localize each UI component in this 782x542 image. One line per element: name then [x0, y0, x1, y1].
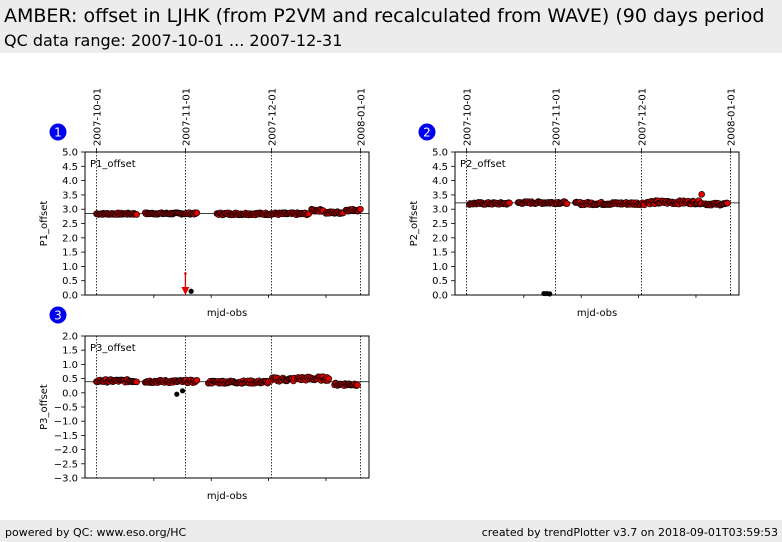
x-tick-label: 2007-10-01 [92, 88, 103, 146]
report-footer: powered by QC: www.eso.org/HC created by… [0, 520, 782, 542]
data-point [698, 191, 706, 198]
y-tick-label: 4.0 [62, 176, 78, 187]
data-point [354, 381, 361, 389]
report-subtitle: QC data range: 2007-10-01 ... 2007-12-31 [4, 31, 343, 50]
series-label: P3_offset [90, 343, 136, 354]
outlier-point [188, 288, 194, 294]
data-point [506, 199, 513, 207]
x-tick-label: 2007-12-01 [267, 88, 278, 146]
x-axis-label: mjd-obs [577, 308, 617, 319]
series-label: P1_offset [90, 159, 136, 170]
data-point [724, 199, 731, 207]
y-tick-label: 1.0 [62, 360, 78, 371]
y-tick-label: 2.0 [62, 332, 78, 343]
x-axis-label: mjd-obs [207, 491, 247, 502]
x-tick-label: 2007-11-01 [181, 88, 192, 146]
y-tick-label: 0.5 [432, 276, 448, 287]
x-tick-label: 2007-11-01 [551, 88, 562, 146]
x-tick-label: 2007-10-01 [462, 88, 473, 146]
y-tick-label: 1.0 [432, 262, 448, 273]
chart-panel-2: 2 2007-10-01 2007-11-01 2007-12-01 2008-01-0… [409, 88, 740, 319]
x-axis-label: mjd-obs [207, 308, 247, 319]
data-point [133, 211, 140, 218]
plot-frame [84, 151, 370, 296]
footer-created: created by trendPlotter v3.7 on 2018-09-… [481, 526, 778, 539]
chart-panel-1: 1 2007-10-01 2007-11-01 2007-12-01 2008-01-0… [39, 88, 370, 319]
y-tick-label: 0.5 [62, 276, 78, 287]
y-tick-label: 0.0 [62, 388, 78, 399]
y-tick-label: 2.0 [432, 233, 448, 244]
y-tick-label: −1.0 [54, 417, 78, 428]
chart-panel-3: 3 −3.0 −2.5 −2.0 −1.5 −1.0 −0.5 0.0 0.5 1.0 1.5 2.0… [39, 306, 370, 502]
y-tick-label: 2.5 [432, 219, 448, 230]
outlier-point [179, 388, 186, 394]
panel-badge [49, 306, 67, 324]
footer-credit: powered by QC: www.eso.org/HC [5, 526, 187, 539]
y-tick-label: 2.0 [62, 233, 78, 244]
y-tick-label: 0.0 [62, 291, 78, 302]
y-tick-label: −0.5 [54, 403, 78, 414]
report-title: AMBER: offset in LJHK (from P2VM and rec… [4, 5, 765, 27]
plots-canvas: 1 2007-10-01 2007-11-01 2007-12-01 2008-01-0… [39, 88, 740, 502]
outlier-point [547, 291, 553, 297]
y-tick-label: −2.5 [54, 459, 78, 470]
data-point [193, 376, 201, 384]
y-tick-label: 3.0 [432, 205, 448, 216]
x-tick-label: 2007-12-01 [637, 88, 648, 146]
y-tick-label: 1.5 [62, 248, 78, 259]
y-tick-label: 1.5 [432, 248, 448, 259]
y-tick-label: 5.0 [432, 148, 448, 159]
y-tick-label: 3.5 [432, 190, 448, 201]
panel-badge-label: 3 [54, 309, 62, 323]
y-tick-label: 0.5 [62, 374, 78, 385]
panel-badge [49, 123, 67, 141]
x-tick-label: 2008-01-01 [726, 88, 737, 146]
report-header: AMBER: offset in LJHK (from P2VM and rec… [0, 0, 782, 53]
data-point [193, 209, 201, 217]
arrow-head [181, 287, 190, 295]
x-tick-label: 2008-01-01 [356, 88, 367, 146]
y-tick-label: −2.0 [54, 445, 78, 456]
y-tick-label: 4.5 [62, 162, 78, 173]
y-tick-label: 5.0 [62, 148, 78, 159]
y-tick-label: −3.0 [54, 474, 78, 485]
y-tick-label: 3.0 [62, 205, 78, 216]
panel-badge-label: 2 [423, 126, 431, 140]
y-axis-label: P3_offset [39, 384, 50, 430]
data-point [133, 378, 140, 386]
plot-frame [454, 151, 740, 296]
y-tick-label: 2.5 [62, 219, 78, 230]
series-label: P2_offset [460, 159, 506, 170]
data-point [563, 200, 571, 208]
data-point [357, 205, 364, 213]
panel-badge-label: 1 [54, 126, 62, 140]
y-tick-label: 1.5 [62, 346, 78, 357]
data-point [325, 375, 333, 383]
y-tick-label: 4.5 [432, 162, 448, 173]
y-axis-label: P2_offset [409, 201, 420, 247]
plot-frame [84, 335, 370, 479]
y-tick-label: −1.5 [54, 431, 78, 442]
y-tick-label: 4.0 [432, 176, 448, 187]
y-tick-label: 3.5 [62, 190, 78, 201]
outlier-point [174, 391, 180, 397]
y-tick-label: 1.0 [62, 262, 78, 273]
y-axis-label: P1_offset [39, 201, 50, 247]
panel-badge [418, 123, 436, 141]
y-tick-label: 0.0 [432, 291, 448, 302]
